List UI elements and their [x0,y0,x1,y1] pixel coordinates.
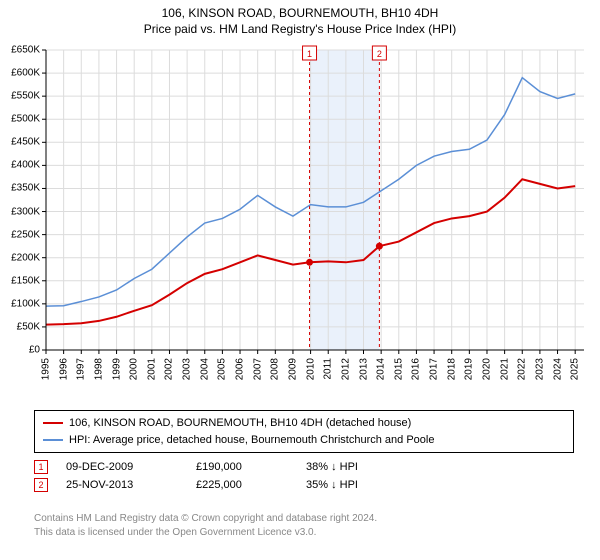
y-tick-label: £150K [0,275,40,286]
sale-marker: 2 [34,478,48,492]
x-tick-label: 2005 [217,358,228,380]
y-tick-label: £300K [0,206,40,217]
sale-row: 1 09-DEC-2009 £190,000 38% ↓ HPI [34,460,574,474]
x-tick-label: 2025 [570,358,581,380]
x-tick-label: 2008 [270,358,281,380]
x-tick-label: 2002 [164,358,175,380]
footer-line2: This data is licensed under the Open Gov… [34,526,574,540]
x-tick-label: 1999 [111,358,122,380]
chart-title: 106, KINSON ROAD, BOURNEMOUTH, BH10 4DH [0,6,600,20]
y-tick-label: £350K [0,183,40,194]
chart-svg: 12 [0,42,600,402]
x-tick-label: 1996 [58,358,69,380]
x-tick-label: 1995 [41,358,52,380]
y-tick-label: £50K [0,321,40,332]
sale-date: 25-NOV-2013 [66,479,196,491]
x-tick-label: 1998 [93,358,104,380]
x-tick-label: 2018 [446,358,457,380]
sale-date: 09-DEC-2009 [66,461,196,473]
y-tick-label: £650K [0,45,40,56]
y-tick-label: £0 [0,345,40,356]
chart-subtitle: Price paid vs. HM Land Registry's House … [0,22,600,36]
sale-delta: 35% ↓ HPI [306,479,426,491]
y-tick-label: £600K [0,68,40,79]
x-tick-label: 2019 [464,358,475,380]
legend-item: 106, KINSON ROAD, BOURNEMOUTH, BH10 4DH … [43,415,565,432]
svg-text:2: 2 [377,49,382,59]
legend-swatch [43,439,63,441]
legend-item: HPI: Average price, detached house, Bour… [43,432,565,449]
legend-swatch [43,422,63,424]
sale-price: £225,000 [196,479,306,491]
x-tick-label: 2011 [323,358,334,380]
sale-marker: 1 [34,460,48,474]
chart-titles: 106, KINSON ROAD, BOURNEMOUTH, BH10 4DH … [0,0,600,36]
y-tick-label: £450K [0,137,40,148]
sale-price: £190,000 [196,461,306,473]
svg-text:1: 1 [307,49,312,59]
y-tick-label: £550K [0,91,40,102]
sale-delta: 38% ↓ HPI [306,461,426,473]
footer-line1: Contains HM Land Registry data © Crown c… [34,512,574,526]
x-tick-label: 2010 [305,358,316,380]
legend-label: HPI: Average price, detached house, Bour… [69,432,434,449]
y-tick-label: £200K [0,252,40,263]
x-tick-label: 2012 [340,358,351,380]
legend: 106, KINSON ROAD, BOURNEMOUTH, BH10 4DH … [34,410,574,453]
x-tick-label: 2013 [358,358,369,380]
x-tick-label: 1997 [76,358,87,380]
x-tick-label: 2009 [287,358,298,380]
x-tick-label: 2004 [199,358,210,380]
legend-label: 106, KINSON ROAD, BOURNEMOUTH, BH10 4DH … [69,415,411,432]
x-tick-label: 2006 [235,358,246,380]
sale-row: 2 25-NOV-2013 £225,000 35% ↓ HPI [34,478,574,492]
x-tick-label: 2024 [552,358,563,380]
sales-table: 1 09-DEC-2009 £190,000 38% ↓ HPI 2 25-NO… [34,456,574,496]
y-tick-label: £250K [0,229,40,240]
x-tick-label: 2003 [182,358,193,380]
x-tick-label: 2000 [129,358,140,380]
x-tick-label: 2007 [252,358,263,380]
y-tick-label: £100K [0,298,40,309]
y-tick-label: £500K [0,114,40,125]
x-tick-label: 2022 [517,358,528,380]
x-tick-label: 2023 [534,358,545,380]
x-tick-label: 2015 [393,358,404,380]
x-tick-label: 2016 [411,358,422,380]
y-tick-label: £400K [0,160,40,171]
footer: Contains HM Land Registry data © Crown c… [34,512,574,540]
x-tick-label: 2021 [499,358,510,380]
x-tick-label: 2001 [146,358,157,380]
chart-area: 12 £0£50K£100K£150K£200K£250K£300K£350K£… [0,42,600,402]
x-tick-label: 2020 [481,358,492,380]
x-tick-label: 2017 [429,358,440,380]
x-tick-label: 2014 [376,358,387,380]
